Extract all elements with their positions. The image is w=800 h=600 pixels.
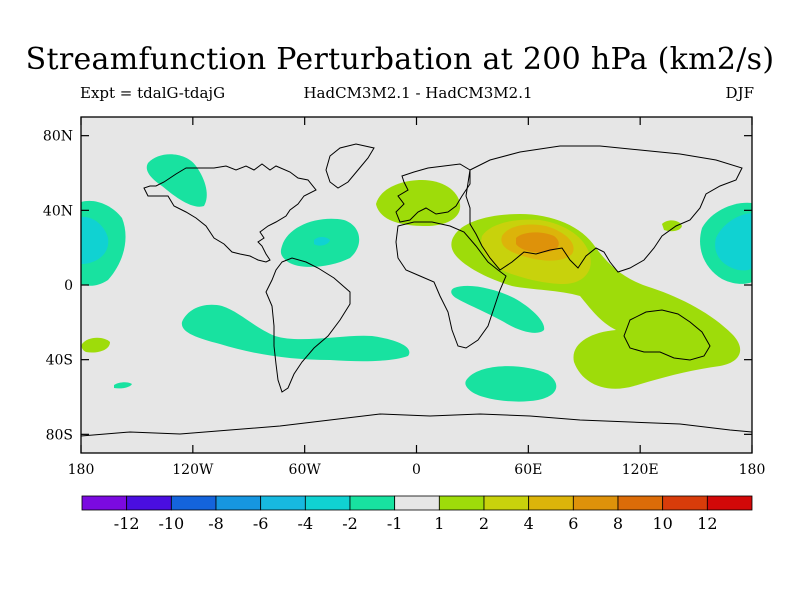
colorbar-label: 4: [524, 514, 534, 533]
colorbar-swatch: [572, 495, 619, 511]
coast-greenland: [325, 143, 375, 189]
colorbar-swatch: [528, 495, 574, 511]
map-title: Streamfunction Perturbation at 200 hPa (…: [25, 42, 775, 77]
coast-antarctica: [81, 413, 752, 437]
coast-africa: [395, 221, 507, 349]
coastlines: [81, 143, 752, 437]
contour-neg1-southern-ocean: [465, 366, 557, 402]
x-tick-label: 180: [68, 462, 95, 478]
y-tick-label: 80N: [43, 129, 73, 145]
colorbar-label: 8: [613, 514, 623, 533]
contour-neg2-atlantic: [314, 237, 330, 246]
colorbar-swatch: [81, 495, 128, 511]
coast-asia: [465, 145, 743, 273]
colorbar-label: 2: [479, 514, 489, 533]
colorbar-label: -12: [114, 514, 140, 533]
y-tick-label: 0: [64, 278, 73, 294]
colorbar-swatch: [304, 495, 351, 511]
contour-field: [81, 143, 752, 437]
colorbar-swatch: [126, 495, 172, 511]
coast-europe: [395, 163, 471, 223]
y-tick-label: 40N: [43, 203, 73, 219]
colorbar-label: -6: [253, 514, 269, 533]
colorbar-label: 10: [652, 514, 672, 533]
colorbar-swatch: [662, 495, 708, 511]
contour-neg1-east-africa: [451, 285, 545, 333]
colorbar-label: -2: [342, 514, 358, 533]
x-tick-label: 60W: [289, 462, 322, 478]
x-tick-label: 120E: [622, 462, 659, 478]
contour-pos6-core: [516, 232, 559, 253]
colorbar-label: -1: [387, 514, 403, 533]
coast-north-america: [143, 163, 317, 263]
contour-neg1-south-pacific-small: [114, 382, 132, 389]
contour-neg2-north-pacific-east: [715, 213, 752, 271]
y-tick-label: 80S: [46, 427, 73, 443]
colorbar-swatch: [617, 495, 664, 511]
colorbar-label: -4: [298, 514, 314, 533]
contour-neg2-north-pacific-west: [81, 216, 109, 264]
colorbar-label: 6: [568, 514, 578, 533]
y-axis: 80N 40N 0 40S 80S: [43, 129, 752, 443]
coast-south-america: [265, 257, 351, 393]
colorbar-label: -8: [208, 514, 224, 533]
colorbar-swatch: [260, 495, 306, 511]
colorbar: -12 -10 -8 -6 -4 -2 -1 1 2 4 6 8 10 12: [81, 495, 753, 533]
colorbar-swatch: [349, 495, 396, 511]
experiment-label: Expt = tdalG-tdajG: [80, 84, 226, 102]
x-axis: 180 120W 60W 0 60E 120E 180: [68, 117, 766, 478]
x-tick-label: 120W: [172, 462, 214, 478]
x-tick-label: 0: [412, 462, 421, 478]
contour-pos1-west-pacific-small: [662, 220, 682, 232]
colorbar-label: 1: [434, 514, 444, 533]
colorbar-swatch: [215, 495, 262, 511]
colorbar-label: -10: [158, 514, 184, 533]
colorbar-swatch: [706, 495, 753, 511]
colorbar-swatch: [394, 495, 440, 511]
contour-neg1-arctic-canada: [146, 154, 207, 207]
season-label: DJF: [725, 84, 754, 102]
colorbar-label: 12: [697, 514, 717, 533]
x-tick-label: 180: [739, 462, 766, 478]
contour-pos1-south-pacific-west: [81, 337, 110, 353]
colorbar-swatch: [483, 495, 530, 511]
colorbar-swatch: [438, 495, 485, 511]
model-label: HadCM3M2.1 - HadCM3M2.1: [303, 84, 533, 102]
contour-neg1-south-atlantic-band: [181, 304, 410, 362]
y-tick-label: 40S: [46, 353, 73, 369]
coast-australia: [623, 309, 711, 361]
x-tick-label: 60E: [514, 462, 542, 478]
colorbar-swatch: [170, 495, 217, 511]
